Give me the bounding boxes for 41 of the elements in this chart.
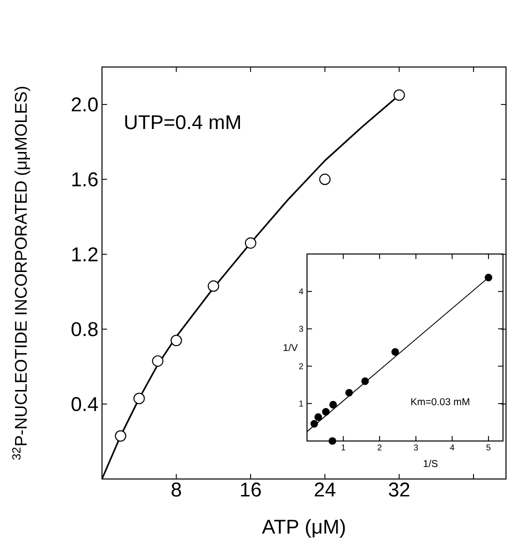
y-tick-label: 0.8 xyxy=(72,322,98,336)
point xyxy=(391,348,399,356)
x-axis-title: ATP (μM) xyxy=(262,519,345,538)
y-tick-label: 3 xyxy=(299,326,304,332)
point xyxy=(319,174,331,186)
point xyxy=(114,430,126,442)
x-tick-label: 1 xyxy=(342,444,346,450)
point xyxy=(361,377,369,385)
x-tick-label: 16 xyxy=(241,482,261,497)
y-axis-title: 1/V xyxy=(284,344,298,352)
point xyxy=(393,89,405,101)
x-tick-label: 32 xyxy=(388,482,410,497)
point xyxy=(152,355,164,367)
point xyxy=(170,334,182,346)
x-tick-label: 3 xyxy=(414,444,418,450)
annotation: UTP=0.4 mM xyxy=(125,115,240,130)
y-tick-label: 0.4 xyxy=(72,397,98,412)
x-tick-label: 2 xyxy=(378,444,382,450)
point xyxy=(244,237,256,249)
point xyxy=(208,280,220,292)
point xyxy=(484,274,492,282)
point xyxy=(314,413,322,421)
x-tick-label: 5 xyxy=(486,444,490,450)
point xyxy=(345,388,353,397)
y-tick-label: 1 xyxy=(299,400,304,407)
y-tick-label: 2.0 xyxy=(72,97,98,112)
point xyxy=(310,420,318,428)
y-tick-label: 2 xyxy=(299,363,304,370)
y-tick-label: 4 xyxy=(298,288,304,294)
y-tick-label: 1.2 xyxy=(72,247,98,262)
y-tick-label: 1.6 xyxy=(72,172,98,186)
x-tick-label: 24 xyxy=(314,482,336,496)
point xyxy=(133,392,145,404)
point xyxy=(329,400,337,409)
annotation: Km=0.03 mM xyxy=(411,398,470,406)
x-tick-label: 4 xyxy=(450,444,454,450)
y-axis-title: $^{32}$P-NUCLEOTIDE INCORPORATED (μμMOLES) xyxy=(12,86,30,460)
x-tick-label: 8 xyxy=(172,482,181,497)
point xyxy=(322,408,330,416)
x-axis-title: 1/S xyxy=(424,460,438,468)
point xyxy=(328,437,336,445)
